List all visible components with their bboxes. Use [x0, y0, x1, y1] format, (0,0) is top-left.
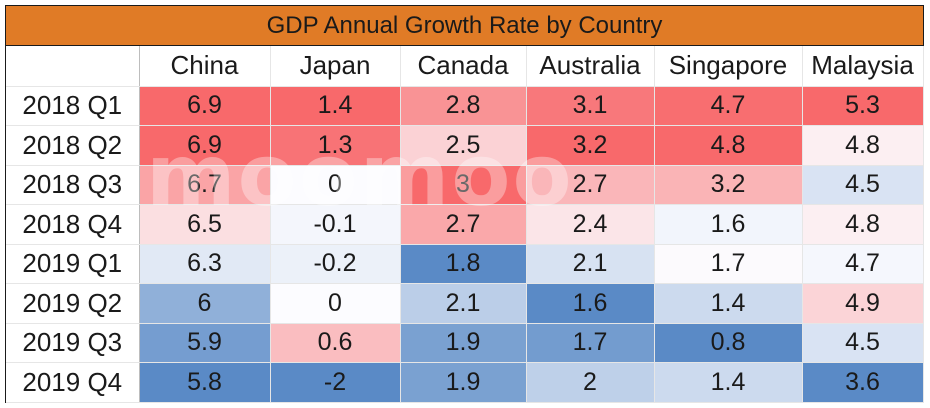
- heat-cell: 2.1: [400, 283, 527, 324]
- heat-cell: 1.9: [400, 323, 527, 363]
- header-row: China Japan Canada Australia Singapore Malays…: [6, 46, 924, 87]
- heat-cell: 1.4: [654, 283, 803, 324]
- heat-cell: 3.2: [526, 125, 655, 166]
- heat-cell: -0.1: [270, 204, 401, 245]
- row-label: 2018 Q1: [6, 86, 140, 126]
- heat-cell: 3.6: [802, 362, 924, 403]
- heat-cell: 2.7: [400, 204, 527, 245]
- heat-cell: 1.3: [270, 125, 401, 166]
- row-label: 2019 Q1: [6, 244, 140, 284]
- table-row: 2018 Q2 6.9 1.3 2.5 3.2 4.8 4.8: [6, 125, 924, 166]
- column-header: China: [139, 46, 271, 87]
- column-header: Malaysia: [802, 46, 924, 87]
- heat-cell: 6.5: [139, 204, 271, 245]
- row-label: 2019 Q2: [6, 283, 140, 324]
- heat-cell: 4.8: [802, 125, 924, 166]
- heat-cell: 3: [400, 165, 527, 205]
- column-header: Japan: [270, 46, 401, 87]
- table-row: 2018 Q1 6.9 1.4 2.8 3.1 4.7 5.3: [6, 86, 924, 126]
- heat-cell: 1.7: [654, 244, 803, 284]
- heat-cell: 4.8: [802, 204, 924, 245]
- row-label: 2018 Q4: [6, 204, 140, 245]
- row-label: 2019 Q4: [6, 362, 140, 403]
- table-row: 2019 Q2 6 0 2.1 1.6 1.4 4.9: [6, 283, 924, 324]
- heat-cell: 2: [526, 362, 655, 403]
- column-header: Australia: [526, 46, 655, 87]
- heat-cell: 6.3: [139, 244, 271, 284]
- table-row: 2019 Q1 6.3 -0.2 1.8 2.1 1.7 4.7: [6, 244, 924, 284]
- heat-cell: 5.9: [139, 323, 271, 363]
- heat-cell: 2.4: [526, 204, 655, 245]
- heat-cell: 4.9: [802, 283, 924, 324]
- column-header: Canada: [400, 46, 527, 87]
- row-label: 2018 Q2: [6, 125, 140, 166]
- column-header: Singapore: [654, 46, 803, 87]
- heat-cell: 6: [139, 283, 271, 324]
- heat-cell: 1.8: [400, 244, 527, 284]
- heat-cell: 1.4: [654, 362, 803, 403]
- chart-frame: GDP Annual Growth Rate by Country China J…: [5, 5, 924, 403]
- heat-cell: -0.2: [270, 244, 401, 284]
- heat-cell: 4.7: [654, 86, 803, 126]
- table-row: 2018 Q4 6.5 -0.1 2.7 2.4 1.6 4.8: [6, 204, 924, 245]
- heat-cell: 0: [270, 283, 401, 324]
- heat-cell: 2.7: [526, 165, 655, 205]
- heat-cell: 0: [270, 165, 401, 205]
- heat-cell: 0.6: [270, 323, 401, 363]
- heat-cell: 2.8: [400, 86, 527, 126]
- heat-cell: 1.6: [654, 204, 803, 245]
- heat-cell: 1.9: [400, 362, 527, 403]
- heat-cell: 6.9: [139, 125, 271, 166]
- heat-cell: -2: [270, 362, 401, 403]
- heat-cell: 4.7: [802, 244, 924, 284]
- heat-cell: 4.8: [654, 125, 803, 166]
- table-row: 2018 Q3 6.7 0 3 2.7 3.2 4.5: [6, 165, 924, 205]
- heat-cell: 5.3: [802, 86, 924, 126]
- heat-cell: 1.7: [526, 323, 655, 363]
- heat-cell: 2.1: [526, 244, 655, 284]
- table-row: 2019 Q3 5.9 0.6 1.9 1.7 0.8 4.5: [6, 323, 924, 363]
- chart-title: GDP Annual Growth Rate by Country: [6, 6, 923, 46]
- table-row: 2019 Q4 5.8 -2 1.9 2 1.4 3.6: [6, 362, 924, 403]
- heat-cell: 0.8: [654, 323, 803, 363]
- heatmap-table: China Japan Canada Australia Singapore Malays…: [6, 46, 924, 403]
- heat-cell: 6.9: [139, 86, 271, 126]
- row-label: 2018 Q3: [6, 165, 140, 205]
- heat-cell: 1.6: [526, 283, 655, 324]
- heat-cell: 3.1: [526, 86, 655, 126]
- heat-cell: 4.5: [802, 165, 924, 205]
- heat-cell: 1.4: [270, 86, 401, 126]
- heat-cell: 6.7: [139, 165, 271, 205]
- row-label: 2019 Q3: [6, 323, 140, 363]
- heat-cell: 4.5: [802, 323, 924, 363]
- heat-cell: 5.8: [139, 362, 271, 403]
- heat-cell: 3.2: [654, 165, 803, 205]
- corner-cell: [6, 46, 140, 87]
- heat-cell: 2.5: [400, 125, 527, 166]
